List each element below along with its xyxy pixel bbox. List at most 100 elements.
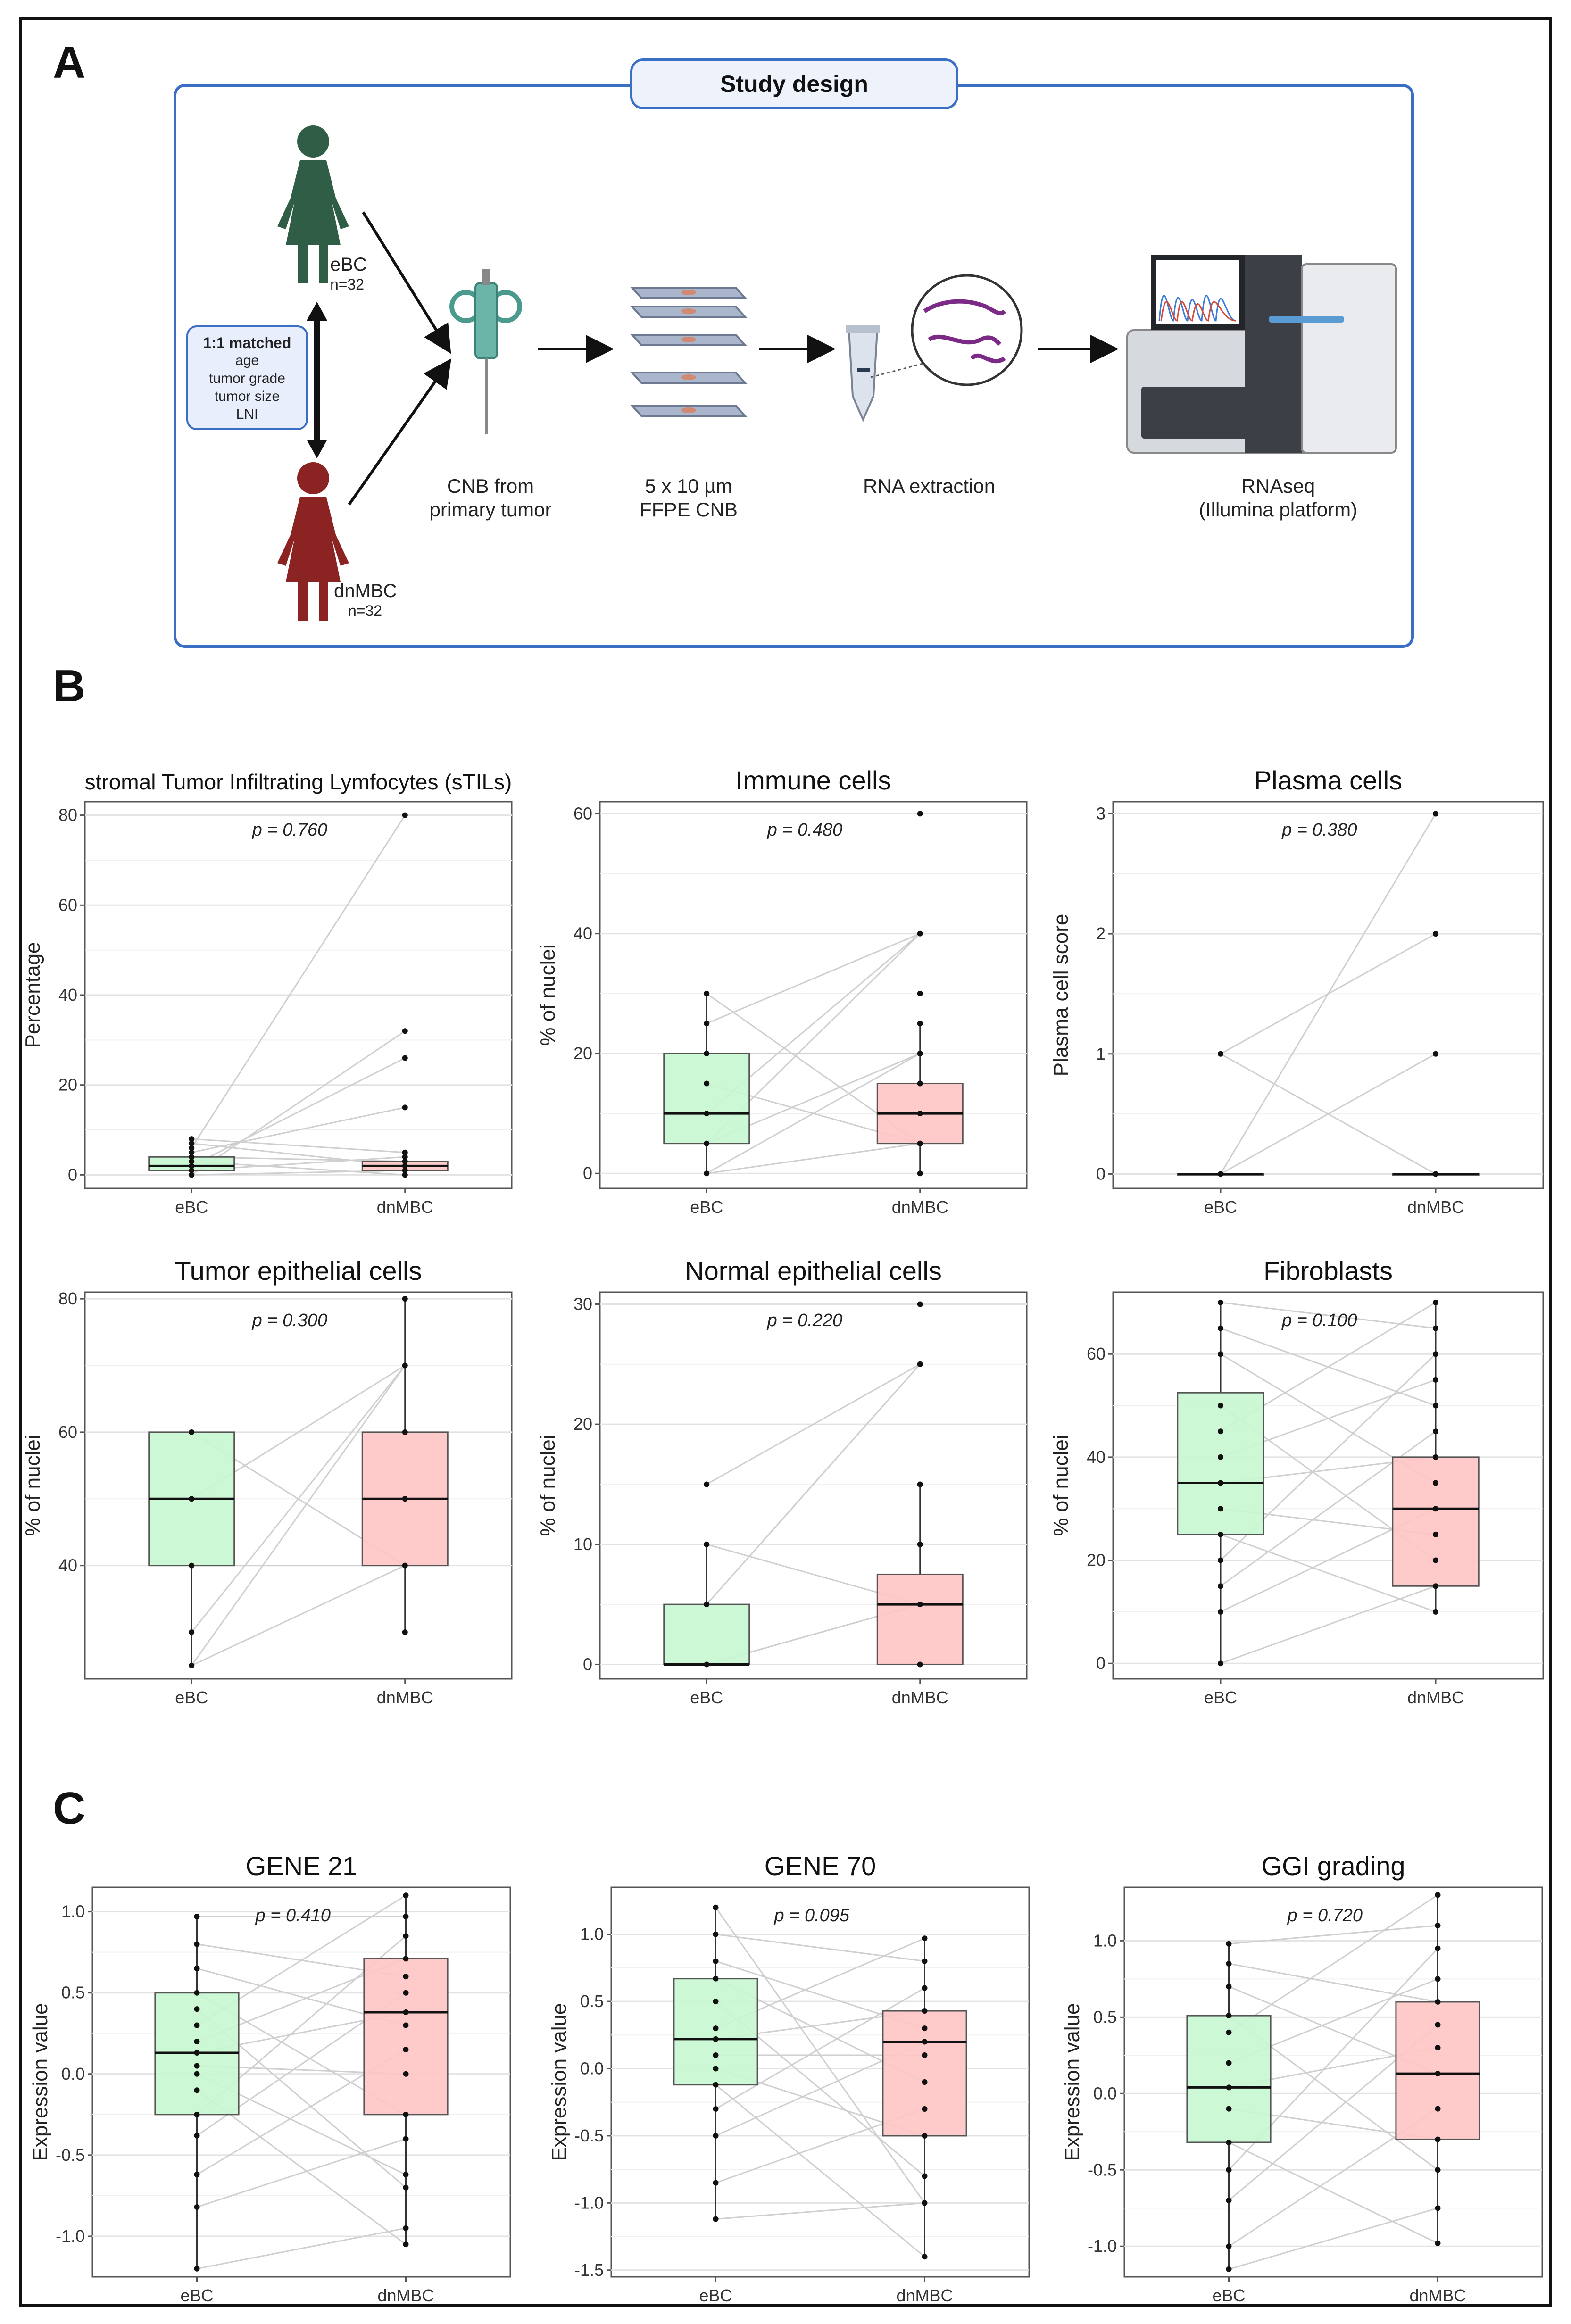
- y-tick-label: 0: [1096, 1164, 1106, 1183]
- chart-8: -1.5 -1.0 -0.5 0.0 0.5 1.0 eBC dnMBC GENE 70 p = …: [548, 1851, 1030, 2305]
- y-tick-label: 60: [58, 1422, 77, 1442]
- data-point: [194, 2204, 200, 2210]
- data-point: [1435, 2045, 1441, 2051]
- data-point: [403, 2172, 409, 2178]
- data-point: [917, 1111, 923, 1117]
- data-point: [194, 2050, 200, 2056]
- data-point: [1433, 1171, 1438, 1177]
- data-point: [1435, 2106, 1441, 2112]
- y-axis-label: % of nuclei: [1049, 1435, 1072, 1536]
- data-point: [194, 2071, 200, 2077]
- data-point: [1226, 2029, 1232, 2035]
- data-point: [1218, 1171, 1223, 1177]
- x-tick-label: dnMBC: [377, 1197, 433, 1217]
- data-point: [189, 1136, 195, 1142]
- data-point: [403, 1974, 409, 1980]
- data-point: [922, 2008, 928, 2014]
- pair-line: [706, 933, 921, 1024]
- y-tick-label: 3: [1096, 804, 1106, 823]
- y-tick-label: 20: [574, 1044, 592, 1063]
- y-tick-label: 60: [574, 804, 592, 823]
- data-point: [1226, 2013, 1232, 2019]
- data-point: [402, 1362, 408, 1369]
- x-tick-label: eBC: [180, 2286, 213, 2305]
- pair-line: [1220, 1302, 1436, 1329]
- x-tick-label: eBC: [1212, 2286, 1245, 2305]
- y-tick-label: 1: [1096, 1044, 1106, 1063]
- data-point: [1433, 1609, 1438, 1615]
- step-line: primary tumor: [429, 498, 552, 521]
- arrow-dnmbc-to-cnb: [348, 358, 451, 506]
- sequencer-icon: [1126, 255, 1397, 454]
- data-point: [403, 2136, 409, 2142]
- data-point: [1226, 2167, 1232, 2173]
- y-tick-label: 0.0: [61, 2064, 85, 2083]
- data-point: [189, 1154, 195, 1160]
- y-axis-label: Expression value: [29, 2003, 52, 2161]
- data-point: [917, 1661, 923, 1668]
- pair-line: [706, 1363, 921, 1605]
- y-tick-label: 0: [1096, 1653, 1106, 1673]
- data-point: [704, 1481, 710, 1487]
- data-point: [403, 1956, 409, 1962]
- data-point: [1433, 931, 1438, 937]
- data-point: [403, 2071, 409, 2077]
- data-point: [194, 1913, 200, 1919]
- x-tick-label: dnMBC: [377, 2286, 434, 2305]
- pair-line: [715, 1987, 925, 2110]
- matching-criterion: LNI: [236, 407, 258, 422]
- data-point: [922, 1985, 928, 1991]
- x-tick-label: eBC: [175, 1197, 208, 1217]
- data-point: [1435, 1976, 1441, 1982]
- data-point: [402, 1429, 408, 1435]
- data-point: [922, 2133, 928, 2139]
- data-point: [1226, 1960, 1232, 1967]
- x-tick-label: eBC: [1204, 1197, 1237, 1217]
- y-axis-label: % of nuclei: [536, 1435, 559, 1536]
- data-point: [917, 1301, 923, 1307]
- data-point: [1433, 1377, 1438, 1383]
- y-tick-label: -1.0: [1088, 2236, 1117, 2256]
- y-tick-label: 40: [58, 1556, 77, 1575]
- data-point: [1433, 1480, 1438, 1486]
- data-point: [194, 1941, 200, 1947]
- dnmbc-group-name: dnMBC: [334, 581, 397, 601]
- chart-title: Normal epithelial cells: [685, 1256, 942, 1286]
- y-tick-label: 60: [58, 895, 77, 914]
- data-point: [704, 1541, 710, 1547]
- data-point: [713, 2106, 719, 2112]
- p-value: p = 0.760: [252, 820, 328, 840]
- data-point: [704, 1140, 710, 1146]
- data-point: [1433, 1506, 1438, 1512]
- y-tick-label: 1.0: [1093, 1931, 1117, 1950]
- pair-line: [191, 1106, 406, 1154]
- data-point: [704, 1021, 710, 1027]
- data-point: [713, 1999, 719, 2005]
- data-point: [189, 1145, 195, 1151]
- chart-9: -1.0 -0.5 0.0 0.5 1.0 eBC dnMBC GGI grading p = …: [1061, 1851, 1543, 2305]
- x-tick-label: dnMBC: [896, 2286, 953, 2305]
- chart-title: Fibroblasts: [1263, 1256, 1393, 1286]
- y-tick-label: 20: [1087, 1551, 1106, 1570]
- data-point: [713, 2025, 719, 2032]
- data-point: [1218, 1557, 1223, 1563]
- y-tick-label: 20: [574, 1414, 592, 1434]
- data-point: [402, 1154, 408, 1160]
- data-point: [194, 1966, 200, 1972]
- data-point: [917, 990, 923, 996]
- y-tick-label: 0.0: [580, 2059, 604, 2078]
- data-point: [403, 1933, 409, 1939]
- data-point: [1433, 1403, 1438, 1409]
- pair-line: [715, 1907, 925, 2204]
- data-point: [1433, 1299, 1438, 1305]
- y-tick-label: 0.5: [61, 1983, 85, 2002]
- p-value: p = 0.100: [1281, 1311, 1357, 1330]
- data-point: [917, 1140, 923, 1146]
- y-axis-label: % of nuclei: [536, 944, 559, 1046]
- data-point: [917, 1541, 923, 1547]
- step-line: RNAseq: [1241, 475, 1315, 497]
- chart-title: GENE 21: [246, 1851, 357, 1881]
- pair-line: [1220, 933, 1436, 1055]
- data-point: [922, 2025, 928, 2032]
- y-tick-label: 40: [1087, 1447, 1106, 1467]
